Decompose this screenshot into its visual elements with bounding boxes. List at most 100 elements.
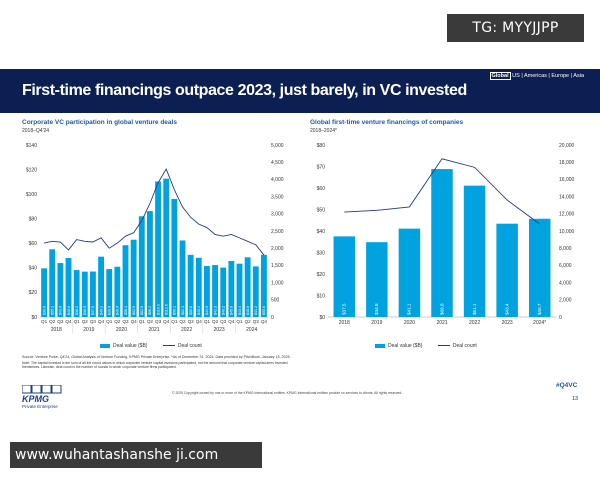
title-banner: First-time financings outpace 2023, just… — [0, 69, 600, 113]
bar — [203, 266, 210, 317]
bar-value-label: $55.1 — [51, 306, 55, 315]
y-right-tick-label: 10,000 — [559, 229, 575, 235]
y-right-tick-label: 2,000 — [559, 298, 572, 304]
bar — [89, 271, 96, 317]
bar-value-label: $40.2 — [222, 306, 226, 315]
chart1-legend-line: Deal count — [162, 343, 202, 349]
y-left-tick-label: $40 — [317, 229, 326, 235]
bar — [463, 185, 486, 317]
x-quarter-label: Q1 — [171, 319, 178, 324]
bar — [146, 211, 153, 317]
x-category-label: 2019 — [371, 320, 382, 326]
bar-value-label: $45.7 — [537, 303, 542, 315]
bar-value-label: $82.0 — [140, 306, 144, 315]
chart2-legend-line: Deal count — [437, 343, 477, 349]
nav-region-links[interactable]: US | Americas | Europe | Asia — [512, 73, 584, 79]
x-quarter-label: Q3 — [155, 319, 162, 324]
bar-value-label: $68.8 — [439, 303, 444, 315]
chart2-title: Global first-time venture financings of … — [310, 119, 464, 126]
y-right-tick-label: 2,000 — [271, 246, 284, 252]
chart1-plot: $0 $20 $40 $60 $80 $100 $120 $140 0 500 1,000 1,500… — [26, 143, 284, 333]
y-right-tick-label: 0 — [271, 315, 274, 321]
bar-value-label: $43.4 — [504, 303, 509, 315]
x-category-label: 2020 — [404, 320, 415, 326]
bar-value-label: $61.1 — [472, 303, 477, 315]
bar-value-label: $48.0 — [67, 306, 71, 315]
x-year-label: 2023 — [214, 327, 225, 333]
y-right-tick-label: 1,500 — [271, 263, 284, 269]
footer-note: Note: The capital invested is the sum of… — [22, 361, 288, 370]
bar — [81, 271, 88, 317]
bar — [333, 236, 356, 317]
x-quarter-label: Q3 — [188, 319, 195, 324]
y-right-tick-label: 12,000 — [559, 212, 575, 218]
bar — [496, 223, 518, 317]
bar — [179, 240, 186, 317]
bar-value-label: $48.2 — [197, 306, 201, 315]
y-right-tick-label: 6,000 — [559, 263, 572, 269]
x-quarter-label: Q1 — [41, 319, 48, 324]
bar-value-label: $39.6 — [42, 306, 46, 315]
x-quarter-label: Q4 — [261, 319, 268, 324]
watermark-top: TG: MYYJJPP — [447, 14, 584, 42]
x-quarter-label: Q4 — [131, 319, 138, 324]
bar-value-label: $62.9 — [132, 306, 136, 315]
watermark-bottom: www.wuhantashanshe ji.com — [10, 442, 262, 468]
bar — [155, 181, 162, 317]
bar-value-label: $40.9 — [116, 306, 120, 315]
x-quarter-label: Q1 — [106, 319, 113, 324]
slide-title: First-time financings outpace 2023, just… — [22, 82, 467, 99]
x-quarter-label: Q1 — [204, 319, 211, 324]
bar — [65, 258, 72, 317]
chart1-legend-bar: Deal value ($B) — [100, 343, 147, 349]
y-right-tick-label: 20,000 — [559, 143, 575, 149]
bar-value-label: $39.0 — [108, 306, 112, 315]
y-left-tick-label: $60 — [317, 186, 326, 192]
y-left-tick-label: $50 — [317, 207, 326, 213]
bar — [528, 218, 551, 317]
y-left-tick-label: $30 — [317, 250, 326, 256]
bar — [244, 257, 251, 317]
y-left-tick-label: $80 — [29, 217, 38, 223]
bar — [366, 242, 388, 317]
y-left-tick-label: $0 — [319, 315, 325, 321]
x-category-label: 2021 — [436, 320, 447, 326]
bar — [138, 216, 145, 317]
bar-value-label: $110.3 — [156, 304, 160, 315]
footer-source: Source: Venture Pulse, Q4'24, Global Ana… — [22, 355, 291, 359]
x-quarter-label: Q4 — [98, 319, 105, 324]
x-quarter-label: Q3 — [57, 319, 64, 324]
bar — [122, 245, 129, 317]
y-right-tick-label: 14,000 — [559, 194, 575, 200]
x-quarter-label: Q2 — [82, 319, 89, 324]
nav-global-link[interactable]: Global — [489, 72, 511, 80]
bar-value-label: $37.5 — [342, 303, 347, 315]
y-right-tick-label: 500 — [271, 298, 280, 304]
y-right-tick-label: 3,500 — [271, 194, 284, 200]
y-left-tick-label: $140 — [26, 143, 37, 149]
x-quarter-label: Q1 — [74, 319, 81, 324]
x-year-label: 2024 — [246, 327, 257, 333]
copyright: © 2025 Copyright owned by one or more of… — [172, 391, 403, 395]
y-right-tick-label: 1,000 — [271, 280, 284, 286]
region-nav: Global US | Americas | Europe | Asia — [489, 72, 584, 80]
y-left-tick-label: $60 — [29, 241, 38, 247]
y-right-tick-label: 5,000 — [271, 143, 284, 149]
x-quarter-label: Q4 — [228, 319, 235, 324]
y-left-tick-label: $10 — [317, 293, 326, 299]
y-right-tick-label: 16,000 — [559, 177, 575, 183]
x-quarter-label: Q1 — [236, 319, 243, 324]
bar-value-label: $58.4 — [124, 306, 128, 315]
y-right-tick-label: 0 — [559, 315, 562, 321]
bar-value-label: $50.6 — [262, 306, 266, 315]
x-year-label: 2021 — [148, 327, 159, 333]
x-quarter-label: Q2 — [114, 319, 121, 324]
y-right-tick-label: 2,500 — [271, 229, 284, 235]
y-left-tick-label: $20 — [29, 290, 38, 296]
y-right-tick-label: 18,000 — [559, 160, 575, 166]
bar — [220, 267, 227, 317]
chart2-plot: $0 $10 $20 $30 $40 $50 $60 $70 $80 0 2,000 4,000 6,0… — [317, 143, 575, 326]
bar — [106, 269, 113, 317]
bar — [171, 198, 178, 317]
chart1-subtitle: 2018–Q4'24 — [22, 128, 50, 134]
